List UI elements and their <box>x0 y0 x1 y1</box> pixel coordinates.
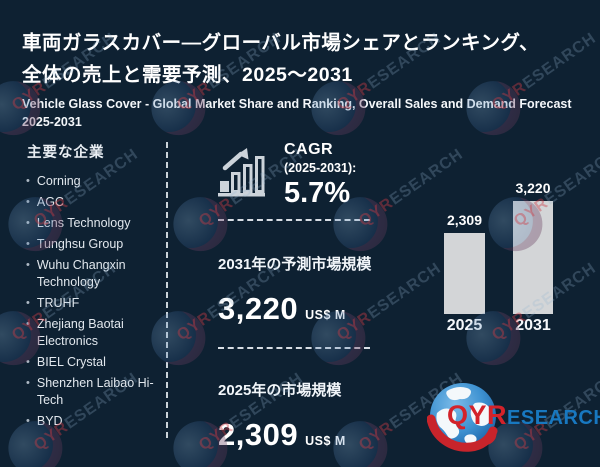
company-list-item: • Corning <box>26 173 158 190</box>
bullet-icon: • <box>26 318 30 330</box>
bullet-icon: • <box>26 238 30 250</box>
cagr-period: (2025-2031): <box>284 161 357 175</box>
market-2025-label: 2025年の市場規模 <box>218 382 342 399</box>
company-name: BYD <box>36 414 63 428</box>
logo-qyr: QYR <box>447 400 508 430</box>
bullet-icon: • <box>26 415 30 427</box>
page-title-japanese: 車両ガラスカバー—グローバル市場シェアとランキング、 全体の売上と需要予測、20… <box>22 27 539 91</box>
company-list-item: • AGC <box>26 194 158 211</box>
company-list-item: • Zhejiang Baotai Electronics <box>26 316 158 350</box>
bar-2025 <box>444 233 485 314</box>
forecast-2031-value: 3,220 US$ M <box>218 291 346 327</box>
bullet-icon: • <box>26 259 30 271</box>
company-name: Wuhu Changxin Technology <box>36 258 126 289</box>
company-name: Tunghsu Group <box>36 237 124 251</box>
company-name: Corning <box>36 174 81 188</box>
cagr-value: 5.7% <box>284 177 351 209</box>
title-jp-line2: 全体の売上と需要予測、2025～2031 <box>22 64 353 86</box>
company-list-item: • Shenzhen Laibao Hi-Tech <box>26 375 158 409</box>
bullet-icon: • <box>26 196 30 208</box>
forecast-2031-number: 3,220 <box>218 291 299 326</box>
company-list-item: • BIEL Crystal <box>26 354 158 371</box>
forecast-2031-unit: US$ M <box>305 308 346 322</box>
market-2025-number: 2,309 <box>218 417 299 452</box>
market-2025-value: 2,309 US$ M <box>218 417 346 453</box>
bullet-icon: • <box>26 377 30 389</box>
growth-chart-icon <box>216 146 268 203</box>
company-name: Shenzhen Laibao Hi-Tech <box>36 376 154 407</box>
bar-value-label: 2,309 <box>446 212 483 228</box>
company-name: AGC <box>36 195 64 209</box>
bullet-icon: • <box>26 297 30 309</box>
market-2025-unit: US$ M <box>305 434 346 448</box>
cagr-block: CAGR (2025-2031): 5.7% <box>284 141 356 210</box>
bullet-icon: • <box>26 175 30 187</box>
company-name: TRUHF <box>36 296 80 310</box>
bar-value-label: 3,220 <box>515 180 551 196</box>
page-title-english: Vehicle Glass Cover - Global Market Shar… <box>22 97 572 129</box>
company-list-item: • Lens Technology <box>26 215 158 232</box>
company-name: BIEL Crystal <box>36 355 106 369</box>
company-list: • Corning • AGC • Lens Technology • Tunghsu Gro… <box>26 173 158 434</box>
cagr-label: CAGR <box>284 141 334 158</box>
company-name: Lens Technology <box>36 216 131 230</box>
key-companies-header: 主要な企業 <box>27 145 105 161</box>
company-list-item: • TRUHF <box>26 295 158 312</box>
company-name: Zhejiang Baotai Electronics <box>36 317 124 348</box>
vertical-dashed-divider <box>166 142 168 438</box>
bar-category-label: 2031 <box>515 317 551 334</box>
forecast-2031-label: 2031年の予測市場規模 <box>218 256 372 273</box>
logo-esearch: ESEARCH <box>507 407 600 429</box>
bar-2031 <box>513 201 553 314</box>
company-list-item: • BYD <box>26 413 158 430</box>
bullet-icon: • <box>26 217 30 229</box>
qyresearch-logo: QYRESEARCH <box>427 379 600 454</box>
title-jp-line1: 車両ガラスカバー—グローバル市場シェアとランキング、 <box>22 32 540 54</box>
company-list-item: • Tunghsu Group <box>26 236 158 253</box>
company-list-item: • Wuhu Changxin Technology <box>26 257 158 291</box>
logo-wordmark: QYRESEARCH <box>447 400 600 431</box>
dashed-separator-top <box>218 219 370 221</box>
dashed-separator-bottom <box>218 347 370 349</box>
globe-icon <box>427 383 498 452</box>
bar-category-label: 2025 <box>446 317 483 334</box>
bullet-icon: • <box>26 356 30 368</box>
